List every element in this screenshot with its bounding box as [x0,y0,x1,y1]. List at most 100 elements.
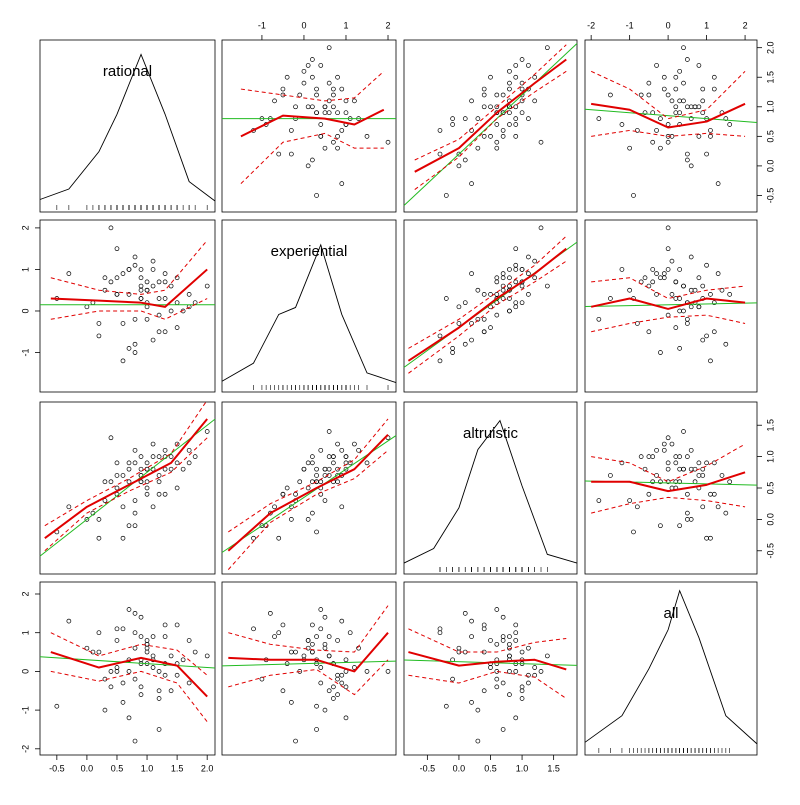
point [150,258,156,264]
smooth-band [591,496,746,514]
point [305,638,311,643]
point [335,672,340,678]
point [544,653,550,659]
point [642,275,648,281]
point [526,672,531,678]
point [631,193,636,198]
point [665,466,671,472]
point [162,296,168,301]
smooth-line [44,418,208,540]
point [347,630,353,636]
point [280,86,286,92]
point [696,63,702,68]
point [96,321,102,326]
point [650,139,656,145]
point [532,258,538,264]
point [150,267,156,272]
point [204,653,210,659]
smooth-band [408,670,567,699]
point [704,151,709,157]
point [654,292,659,297]
point [305,63,311,68]
linear-fit [584,302,758,308]
y-tick-label: -2 [20,745,30,753]
point [138,466,144,472]
point [669,98,675,104]
point [500,634,506,639]
point [450,346,455,351]
point [156,312,162,318]
panel-frame [39,401,216,575]
smooth-band [591,277,746,300]
point [343,684,349,690]
point [673,86,679,92]
point [204,429,210,434]
point [494,92,500,98]
point [685,517,690,522]
point [293,649,298,655]
point [168,653,174,659]
point [681,98,686,104]
point [661,86,667,92]
point [331,684,336,690]
point [66,504,72,510]
point [673,325,679,330]
point [677,98,683,104]
point [114,485,120,491]
point [596,498,602,503]
point [120,358,126,364]
point [180,466,186,472]
point [513,262,519,268]
point [326,466,332,472]
point [339,128,345,133]
point [704,535,709,541]
point [456,645,462,651]
point [526,292,531,297]
point [685,316,690,322]
variable-name: experiential [271,243,348,260]
point [322,104,328,110]
panel-frame [39,581,216,756]
point [318,607,324,612]
point [513,715,519,721]
point [339,672,345,678]
point [314,703,319,709]
point [138,479,144,485]
point [385,139,391,145]
point [507,86,512,92]
point [443,193,449,198]
point [642,110,648,116]
point [677,346,683,351]
point [314,479,319,485]
point [500,727,506,732]
linear-fit [221,660,397,667]
point [272,634,277,639]
point [126,715,132,721]
point [132,676,138,682]
smooth-band [50,240,208,295]
point [450,350,455,355]
point [519,696,525,701]
point [481,92,487,98]
point [723,341,729,347]
point [538,225,544,231]
smooth-band [590,70,746,120]
point [305,485,311,491]
point [673,279,679,285]
point [665,139,671,145]
point [519,649,525,655]
point [293,738,298,744]
point [456,304,462,310]
point [437,128,443,133]
point [174,485,180,491]
point [114,669,120,674]
point [513,622,519,628]
point [331,454,336,459]
point [174,325,180,330]
point [280,622,286,628]
x-tick-label: 1.5 [171,763,184,773]
point [343,715,349,721]
point [318,626,324,632]
x-tick-label: 1.0 [141,763,154,773]
point [519,110,525,116]
